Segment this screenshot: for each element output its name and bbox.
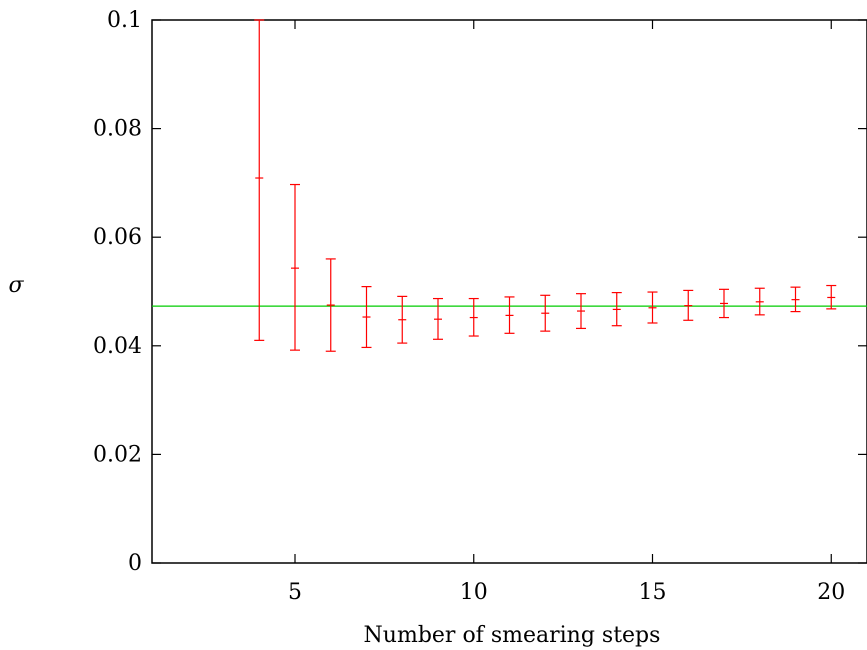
data-point xyxy=(826,284,837,310)
x-tick-label: 20 xyxy=(817,580,845,605)
y-tick-label: 0.02 xyxy=(93,442,142,467)
data-point xyxy=(683,289,694,321)
y-tick-label: 0.04 xyxy=(93,334,142,359)
data-point xyxy=(611,291,622,327)
x-axis-label: Number of smearing steps xyxy=(364,623,661,648)
data-point xyxy=(647,291,658,324)
data-point xyxy=(790,286,801,313)
x-tick-label: 15 xyxy=(639,580,667,605)
data-point xyxy=(754,287,765,316)
x-tick-label: 5 xyxy=(288,580,302,605)
y-tick-label: 0.08 xyxy=(93,117,142,142)
y-tick-label: 0 xyxy=(128,551,142,576)
data-point xyxy=(433,297,443,340)
data-point xyxy=(397,295,408,344)
data-point xyxy=(254,19,265,341)
data-layer xyxy=(254,19,837,352)
data-point xyxy=(576,293,586,330)
labels-layer: Number of smearing steps σ xyxy=(8,273,660,648)
data-point xyxy=(504,296,515,334)
axes: 0 0.02 0.04 0.06 0.08 0.1 5 10 15 20 xyxy=(93,8,867,605)
y-tick-label: 0.06 xyxy=(93,225,142,250)
data-point xyxy=(540,294,551,332)
data-point xyxy=(290,183,300,351)
y-tick-label: 0.1 xyxy=(107,8,142,33)
data-point xyxy=(719,288,729,319)
data-point xyxy=(325,258,336,352)
data-point xyxy=(468,297,479,337)
y-axis-label: σ xyxy=(8,273,24,298)
x-tick-label: 10 xyxy=(460,580,488,605)
data-point xyxy=(361,286,372,349)
plot-frame xyxy=(151,19,867,564)
